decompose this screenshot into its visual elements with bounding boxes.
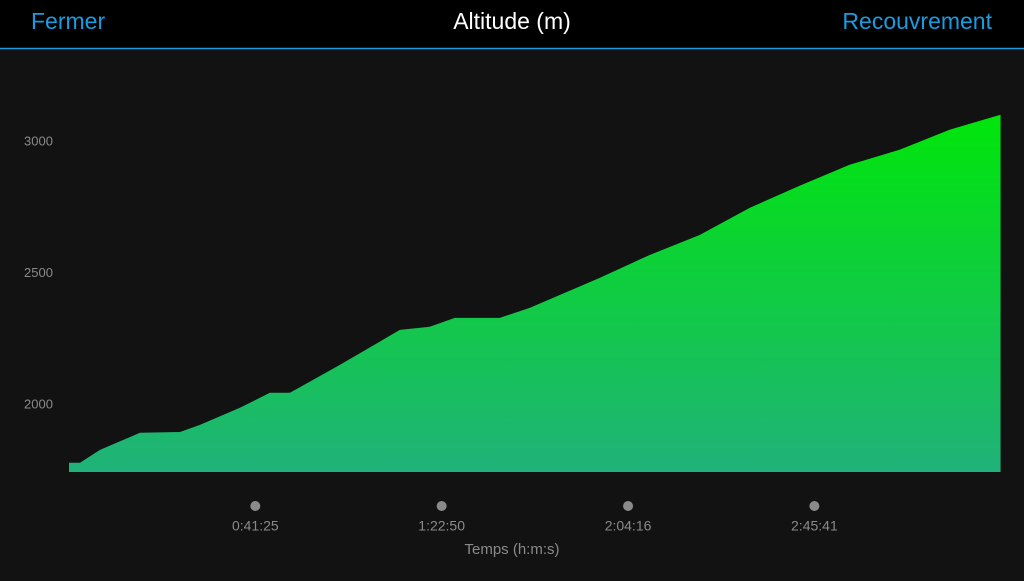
- x-tick-dot: [623, 501, 634, 511]
- x-tick-label: 2:45:41: [791, 518, 838, 534]
- y-tick-label: 2000: [24, 396, 53, 411]
- x-axis-label: Temps (h:m:s): [464, 541, 559, 558]
- x-tick-label: 1:22:50: [418, 518, 465, 534]
- screen-title: Altitude (m): [453, 8, 571, 34]
- x-tick-dot: [809, 501, 820, 511]
- x-tick-dot: [436, 501, 447, 511]
- y-tick-label: 3000: [24, 133, 53, 148]
- header-bar: [0, 0, 1024, 48]
- y-tick-label: 2500: [24, 265, 53, 280]
- x-tick-dot: [250, 501, 261, 511]
- altitude-area: [69, 114, 1001, 472]
- overlay-button[interactable]: Recouvrement: [842, 8, 992, 34]
- close-button[interactable]: Fermer: [31, 8, 105, 34]
- x-tick-label: 0:41:25: [232, 518, 279, 534]
- x-tick-label: 2:04:16: [605, 518, 652, 534]
